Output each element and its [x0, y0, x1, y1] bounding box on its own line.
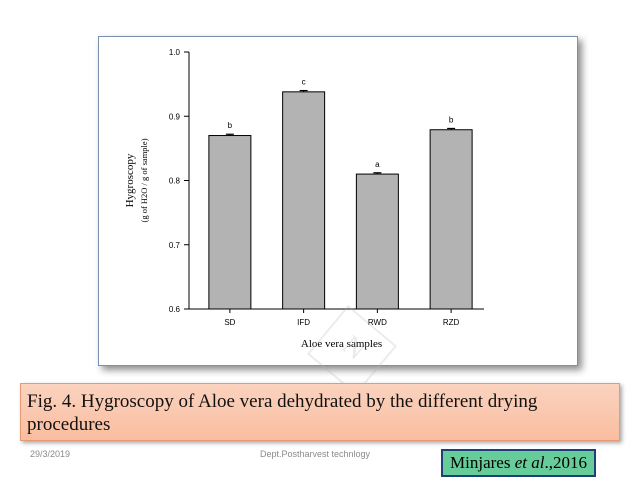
- x-tick-label-IFD: IFD: [297, 318, 310, 327]
- y-tick-label-3: 0.9: [169, 112, 181, 121]
- figure-panel: 0.6 0.7 0.8 0.9 1.0 b SD c IFD a RWD b RZD Aloe vera …: [98, 36, 578, 366]
- x-tick-label-RZD: RZD: [443, 318, 460, 327]
- footer-date: 29/3/2019: [30, 449, 71, 459]
- bar-RZD: [429, 129, 473, 310]
- y-tick-label-2: 0.8: [169, 177, 181, 186]
- significance-letter-RWD: a: [375, 160, 380, 169]
- x-axis-label: Aloe vera samples: [301, 338, 382, 350]
- bar-IFD: [282, 91, 326, 310]
- citation-box: Minjares et al.,2016: [441, 449, 596, 477]
- citation-etal: et al: [514, 453, 545, 472]
- bar-RWD: [355, 173, 399, 310]
- footer-department: Dept.Postharvest technlogy: [260, 449, 371, 459]
- x-tick-label-RWD: RWD: [368, 318, 387, 327]
- bar-SD: [208, 135, 252, 310]
- significance-letter-SD: b: [228, 121, 233, 130]
- y-axis-label: Hygroscopy: [124, 153, 136, 207]
- y-axis-units: (g of H2O / g of sample): [139, 138, 149, 222]
- y-tick-label-1: 0.7: [169, 241, 181, 250]
- hygroscopy-bar-chart: 0.6 0.7 0.8 0.9 1.0 b SD c IFD a RWD b RZD Aloe vera …: [124, 48, 484, 350]
- figure-caption: Fig. 4. Hygroscopy of Aloe vera dehydrat…: [20, 383, 620, 441]
- significance-letter-RZD: b: [449, 115, 454, 124]
- y-tick-label-4: 1.0: [169, 48, 181, 57]
- significance-letter-IFD: c: [302, 78, 306, 87]
- citation-authors: Minjares: [450, 453, 515, 472]
- x-tick-label-SD: SD: [224, 318, 235, 327]
- citation-year: .,2016: [544, 453, 587, 472]
- y-tick-label-0: 0.6: [169, 305, 181, 314]
